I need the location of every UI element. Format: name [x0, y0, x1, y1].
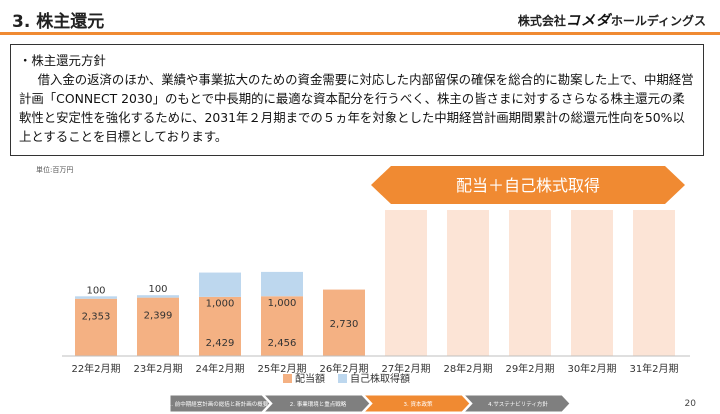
shareholder-return-policy-box: ・株主還元方針 借入金の返済のほか、業績や事業拡大のための資金需要に対応した内部…: [10, 44, 704, 156]
policy-heading: ・株主還元方針: [19, 53, 106, 68]
dividend-value-label: 2,429: [206, 338, 235, 349]
planned-bar: [509, 210, 551, 356]
x-tick-label: 22年2月期: [71, 362, 120, 375]
buyback-bar: [75, 296, 117, 299]
dividend-value-label: 2,730: [330, 319, 359, 330]
buyback-value-label: 100: [148, 284, 167, 295]
buyback-bar: [261, 271, 303, 297]
plan-period-arrow: [371, 166, 685, 204]
dividend-value-label: 2,353: [82, 312, 111, 323]
header-divider: [0, 32, 720, 35]
unit-label: 単位:百万円: [36, 166, 74, 174]
planned-bar: [447, 210, 489, 356]
x-tick-label: 31年2月期: [629, 362, 678, 375]
dividend-bar: [75, 298, 117, 356]
dividend-value-label: 2,456: [268, 338, 297, 349]
legend-dividend-label: 配当額: [295, 372, 325, 385]
planned-bar: [385, 210, 427, 356]
buyback-value-label: 1,000: [206, 299, 235, 310]
logo-prefix: 株式会社: [517, 14, 566, 28]
legend-buyback-swatch: [338, 374, 347, 383]
page-title: 3. 株主還元: [12, 12, 105, 32]
legend-dividend-swatch: [283, 374, 292, 383]
legend-buyback-label: 自己株取得額: [350, 372, 410, 385]
x-tick-label: 30年2月期: [567, 362, 616, 375]
planned-bar: [633, 210, 675, 356]
dividend-bar: [323, 289, 365, 356]
x-tick-label: 26年2月期: [319, 362, 368, 375]
nav-step-label: 4.サステナビリティ方針: [488, 400, 548, 408]
nav-step-label: 3. 資本政策: [404, 400, 433, 408]
dividend-value-label: 2,399: [144, 311, 173, 322]
nav-step-1[interactable]: [170, 395, 271, 412]
plan-period-arrow-label: 配当＋自己株式取得: [456, 176, 600, 195]
nav-step-label: 1. 前中期経営計画の総括と新計画の概要: [170, 400, 269, 408]
policy-body: 借入金の返済のほか、業績や事業拡大のための資金需要に対応した内部留保の確保を総合…: [19, 72, 694, 144]
x-tick-label: 29年2月期: [505, 362, 554, 375]
logo-suffix: ホールディングス: [610, 14, 706, 28]
logo-brand: コメダ: [565, 13, 611, 29]
planned-bar: [571, 210, 613, 356]
dividend-bar: [261, 296, 303, 356]
nav-step-2[interactable]: [263, 395, 371, 412]
x-tick-label: 24年2月期: [195, 362, 244, 375]
company-logo: 株式会社コメダホールディングス: [518, 10, 706, 30]
nav-step-4[interactable]: [463, 395, 570, 412]
x-tick-label: 23年2月期: [133, 362, 182, 375]
x-tick-label: 25年2月期: [257, 362, 306, 375]
buyback-bar: [199, 272, 241, 297]
x-tick-label: 28年2月期: [443, 362, 492, 375]
buyback-value-label: 100: [86, 285, 105, 296]
buyback-bar: [137, 295, 179, 298]
section-progress-nav: 1. 前中期経営計画の総括と新計画の概要 2. 事業環境と重点戦略 3. 資本政策 4…: [170, 395, 570, 412]
x-tick-label: 27年2月期: [381, 362, 430, 375]
buyback-value-label: 1,000: [268, 298, 297, 309]
nav-step-3[interactable]: [363, 395, 471, 412]
nav-step-label: 2. 事業環境と重点戦略: [290, 400, 347, 408]
dividend-bar: [137, 297, 179, 356]
dividend-bar: [199, 296, 241, 356]
page-number: 20: [684, 399, 696, 409]
